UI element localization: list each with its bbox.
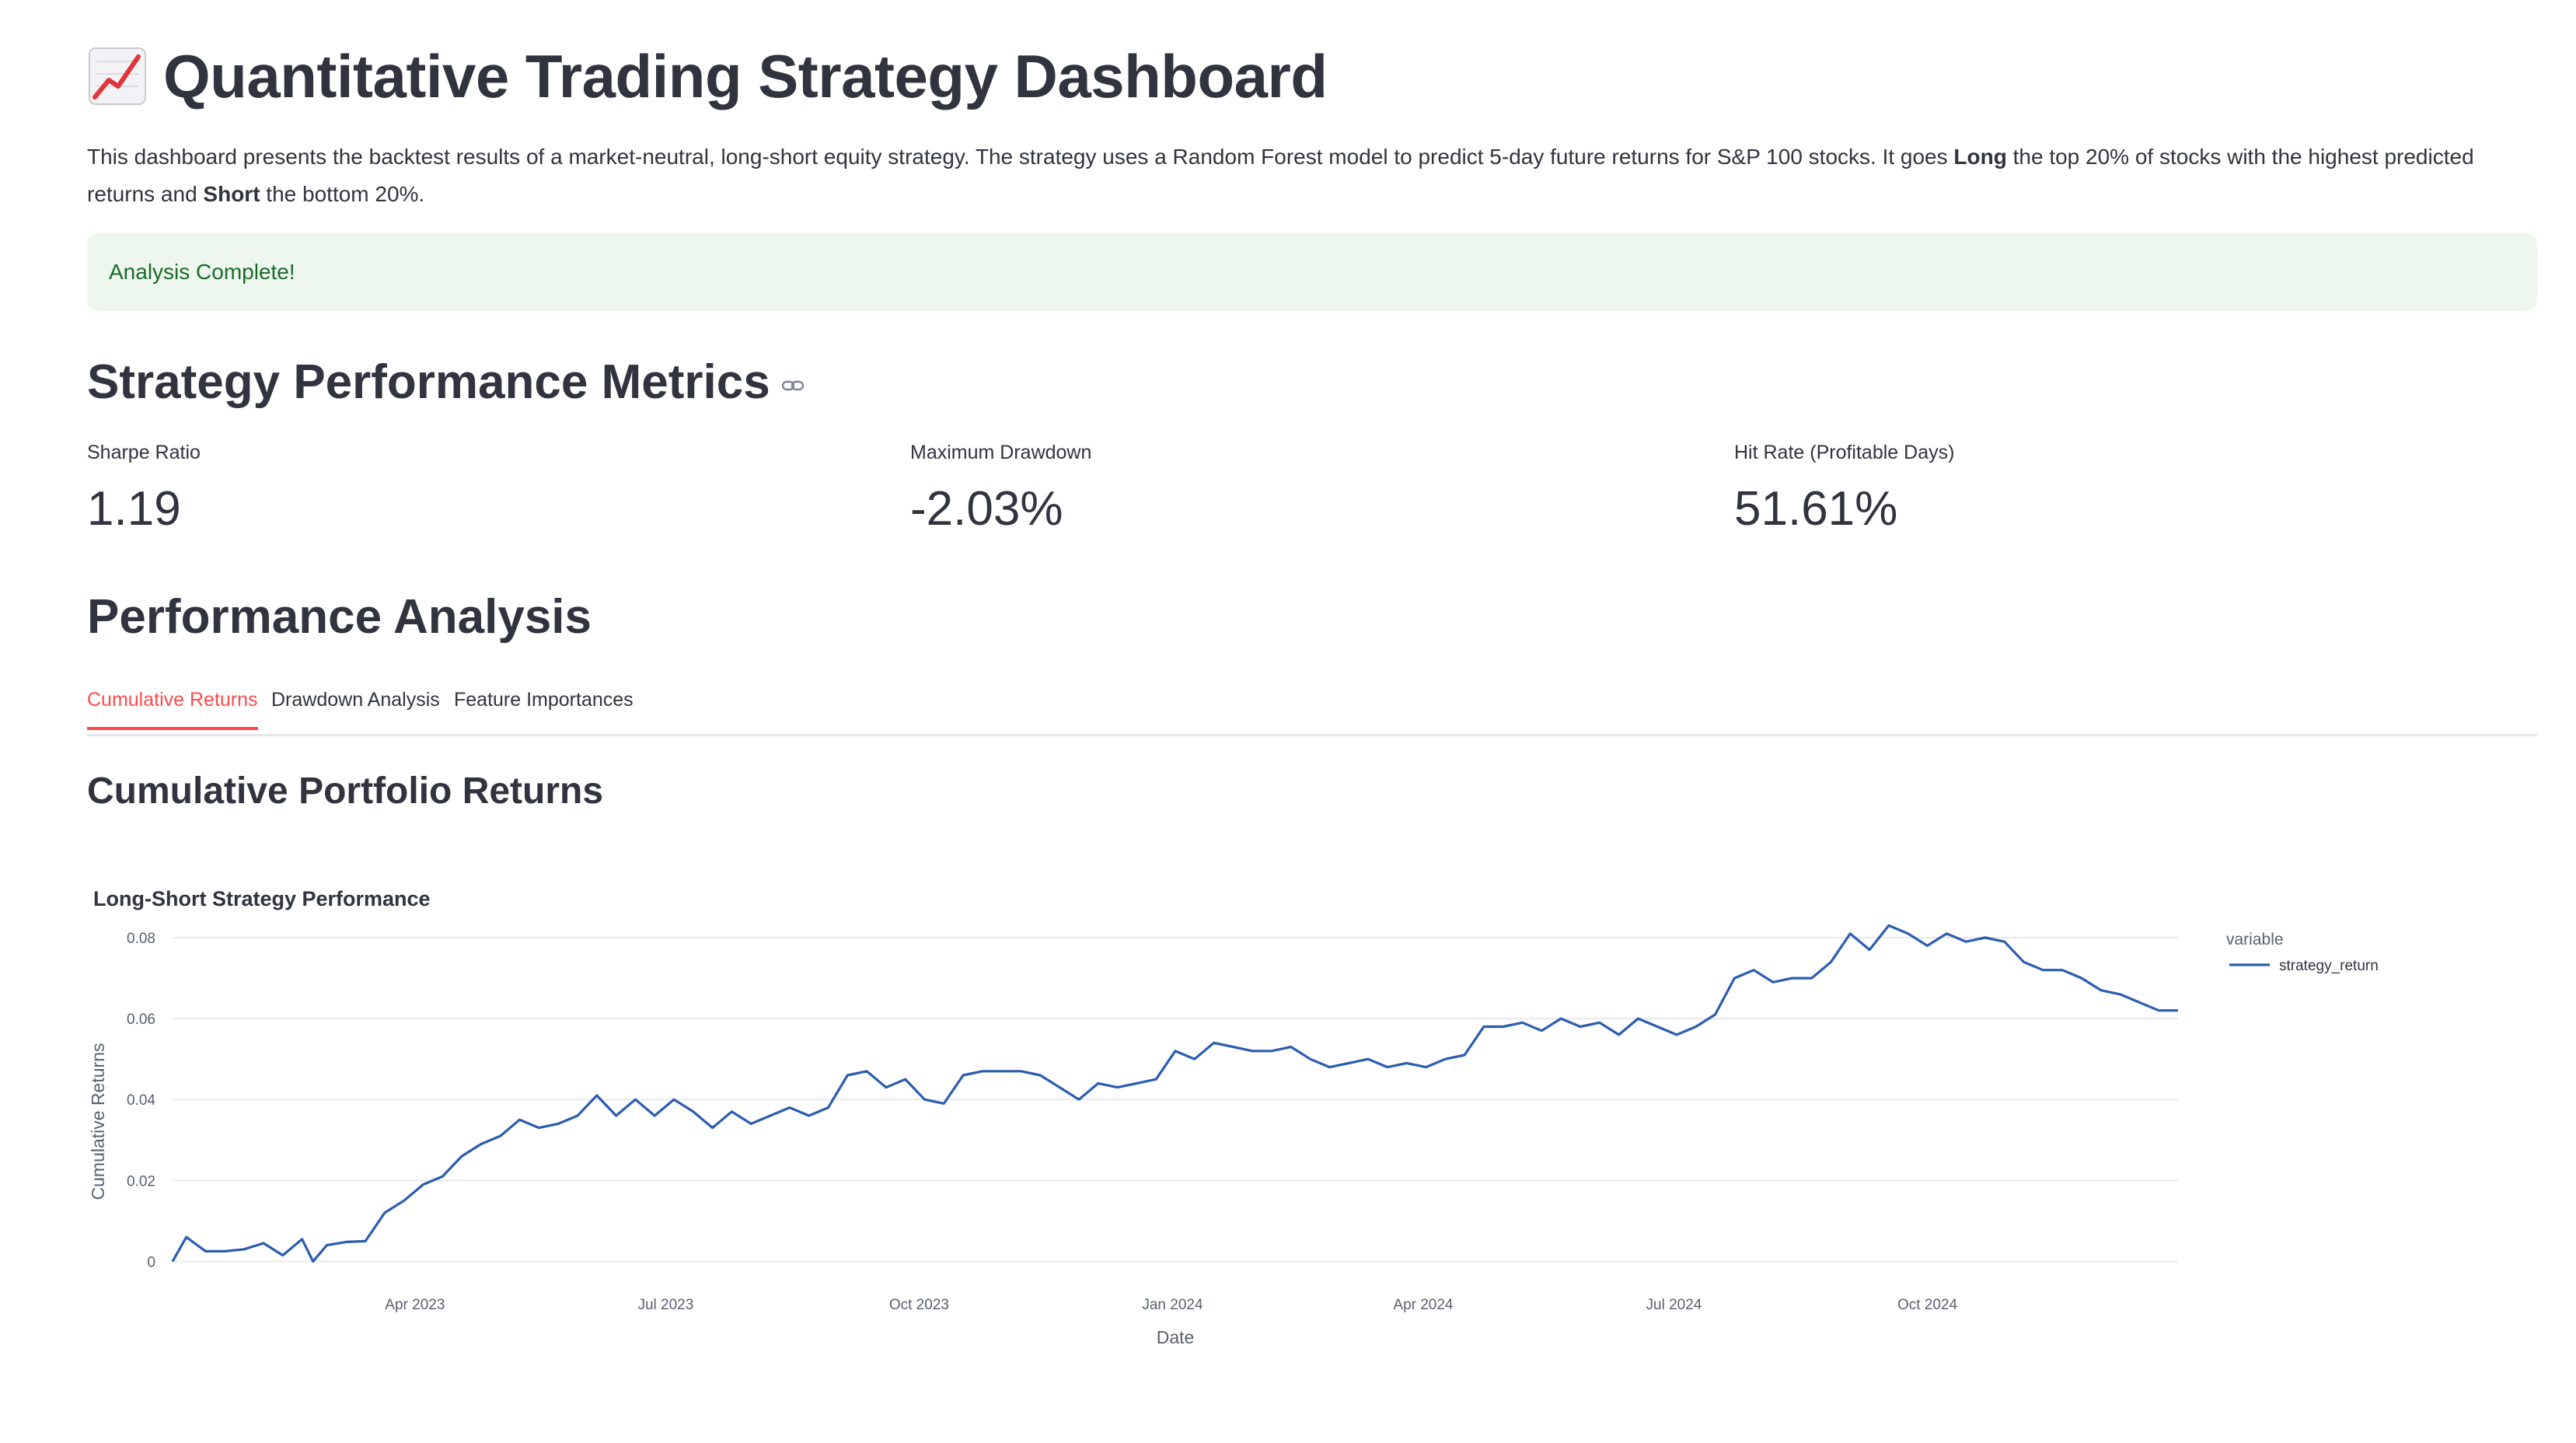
intro-paragraph: This dashboard presents the backtest res…: [87, 138, 2537, 213]
legend-item-strategy-return[interactable]: strategy_return: [2279, 958, 2379, 974]
chart-increasing-icon: [89, 47, 146, 105]
x-tick-label: Oct 2024: [1897, 1297, 1958, 1313]
y-axis: 0 0.02 0.04 0.06 0.08: [127, 931, 155, 1270]
chart-svg[interactable]: Long-Short Strategy Performance 0 0.02 0.0…: [87, 871, 2574, 1443]
y-tick-label: 0.04: [127, 1092, 155, 1109]
page-title: Quantitative Trading Strategy Dashboard: [163, 41, 1328, 110]
x-axis-title: Date: [1157, 1327, 1195, 1347]
y-axis-title: Cumulative Returns: [88, 1043, 108, 1200]
metric-hit-rate: Hit Rate (Profitable Days) 51.61%: [1734, 442, 1954, 536]
metric-value: 1.19: [87, 482, 181, 536]
legend-title: variable: [2226, 931, 2284, 949]
analysis-heading: Performance Analysis: [87, 590, 592, 644]
page-header: Quantitative Trading Strategy Dashboard: [87, 37, 1328, 115]
chart-title: Long-Short Strategy Performance: [93, 887, 431, 910]
metric-value: 51.61%: [1734, 482, 1898, 536]
cumulative-returns-chart[interactable]: Long-Short Strategy Performance 0 0.02 0.0…: [87, 871, 2574, 1443]
metric-label: Maximum Drawdown: [910, 442, 1092, 463]
metrics-heading: Strategy Performance Metrics: [87, 355, 805, 410]
x-tick-label: Apr 2024: [1393, 1297, 1454, 1313]
x-tick-label: Oct 2023: [889, 1297, 949, 1313]
y-tick-label: 0.02: [127, 1173, 155, 1190]
metric-sharpe-ratio: Sharpe Ratio 1.19: [87, 442, 201, 536]
section-subtitle: Cumulative Portfolio Returns: [87, 770, 604, 812]
x-tick-label: Jul 2023: [637, 1297, 693, 1313]
tab-cumulative-returns[interactable]: Cumulative Returns: [87, 689, 258, 730]
x-tick-label: Jan 2024: [1142, 1297, 1203, 1313]
tab-drawdown-analysis[interactable]: Drawdown Analysis: [271, 689, 440, 711]
x-tick-label: Jul 2024: [1646, 1297, 1702, 1313]
link-icon[interactable]: [781, 374, 805, 397]
tab-feature-importances[interactable]: Feature Importances: [454, 689, 634, 711]
metric-label: Sharpe Ratio: [87, 442, 201, 463]
metric-value: -2.03%: [910, 482, 1063, 536]
x-axis: Apr 2023 Jul 2023 Oct 2023 Jan 2024 Apr 2024…: [385, 1297, 1957, 1313]
intro-long: Long: [1953, 145, 2007, 169]
metric-max-drawdown: Maximum Drawdown -2.03%: [910, 442, 1091, 536]
success-alert: Analysis Complete!: [87, 233, 2537, 311]
chart-grid: [173, 937, 2178, 1263]
series-line-strategy-return[interactable]: [171, 924, 2178, 1263]
tab-bar: Cumulative Returns Drawdown Analysis Fea…: [87, 683, 2537, 736]
x-tick-label: Apr 2023: [385, 1297, 445, 1313]
intro-text-2: the top 20% of stocks with the highest p…: [87, 145, 2474, 206]
chart-legend[interactable]: variable strategy_return: [2226, 931, 2379, 974]
intro-text-1: This dashboard presents the backtest res…: [87, 145, 1954, 169]
success-alert-text: Analysis Complete!: [109, 260, 295, 284]
y-tick-label: 0: [147, 1254, 155, 1270]
y-tick-label: 0.08: [127, 931, 155, 947]
y-tick-label: 0.06: [127, 1011, 155, 1028]
intro-short: Short: [203, 182, 260, 206]
metrics-heading-text: Strategy Performance Metrics: [87, 355, 770, 409]
intro-text-3: the bottom 20%.: [260, 182, 425, 206]
metric-label: Hit Rate (Profitable Days): [1734, 442, 1955, 463]
